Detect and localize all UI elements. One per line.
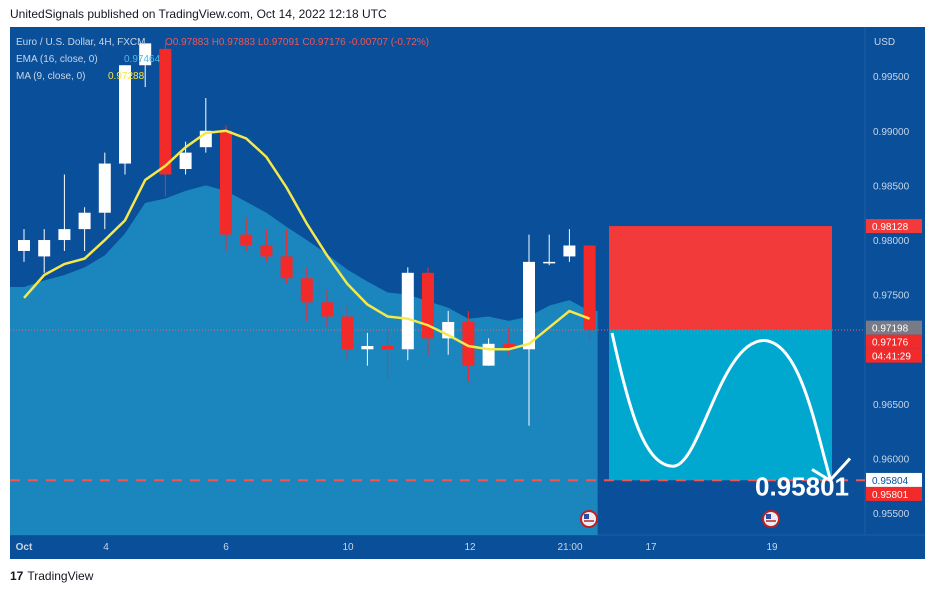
candle-body: [38, 240, 51, 257]
indicator-lines-layer: [23, 129, 591, 351]
tradingview-logo-icon: 17: [10, 569, 24, 583]
tradingview-brand: TradingView: [27, 569, 94, 583]
candle-body: [58, 229, 71, 241]
candle-body: [280, 256, 293, 279]
candle-body: [563, 245, 576, 257]
candle-body: [422, 272, 434, 339]
position-zones-layer: [10, 226, 865, 482]
tradingview-footer: 17 TradingView: [10, 569, 93, 583]
price-scale-badge-label: 04:41:29: [872, 352, 911, 363]
candle-body: [381, 346, 394, 350]
y-tick-label: 0.95500: [873, 509, 910, 520]
y-tick-label: 0.99000: [873, 127, 910, 138]
projection-arrow: [811, 457, 852, 483]
candle-body: [220, 130, 232, 235]
candles-layer: [18, 43, 596, 426]
y-tick-label: 0.97500: [873, 291, 910, 302]
candle-body: [543, 261, 556, 264]
price-scale-badge: [866, 348, 922, 363]
projection-curve: [610, 332, 832, 479]
price-scale-badge-label: 0.97176: [872, 338, 909, 349]
price-scale-badge-label: 0.98128: [872, 222, 909, 233]
x-tick-label: Oct: [16, 542, 33, 553]
target-price-label: 0.95801: [755, 472, 849, 502]
stop-loss-zone: [609, 226, 832, 331]
y-tick-label: 0.96000: [873, 455, 910, 466]
candle-body: [341, 316, 354, 350]
candle-body: [361, 346, 374, 350]
price-scale-badge: [866, 219, 922, 234]
candle-body: [321, 302, 333, 317]
legend-symbol[interactable]: Euro / U.S. Dollar, 4H, FXCM: [16, 37, 145, 48]
ema-area: [10, 185, 598, 535]
ma-line: [23, 129, 591, 351]
legend: Euro / U.S. Dollar, 4H, FXCM O0.97883 H0…: [16, 37, 429, 82]
price-scale-badge-label: 0.95801: [872, 490, 909, 501]
candle-body: [401, 272, 414, 350]
candle-body: [18, 240, 30, 251]
legend-ohlc: O0.97883 H0.97883 L0.97091 C0.97176 -0.0…: [165, 37, 429, 48]
price-scale-badge: [866, 486, 922, 501]
take-profit-zone: [609, 330, 832, 481]
candle-body: [240, 234, 253, 246]
price-scale-panel[interactable]: [865, 27, 925, 535]
candle-body: [462, 321, 475, 366]
candle-body: [482, 343, 495, 366]
candle-body: [139, 43, 152, 66]
candle-body: [159, 48, 172, 175]
publisher-header: UnitedSignals published on TradingView.c…: [10, 7, 387, 21]
legend-ema-value: 0.97464: [124, 54, 161, 65]
y-tick-label: 0.96500: [873, 400, 910, 411]
x-tick-label: 21:00: [557, 542, 582, 553]
price-scale-badge: [866, 334, 922, 349]
y-tick-label: 0.98500: [873, 181, 910, 192]
overlay-layer: 0.95801: [580, 332, 852, 528]
candle-body: [502, 343, 515, 350]
us-flag-canton: [766, 514, 771, 519]
axis-layer: 0.99500 0.99000 0.98500 0.98000 0.97500 0.965…: [16, 72, 922, 553]
ema-area-layer: [10, 185, 598, 535]
currency-label: USD: [874, 37, 895, 48]
price-scale-badge-label: 0.97198: [872, 324, 909, 335]
candle-body: [583, 245, 596, 331]
candle-body: [98, 163, 111, 213]
candle-body: [179, 152, 192, 170]
x-tick-label: 6: [223, 542, 229, 553]
legend-ema[interactable]: EMA (16, close, 0): [16, 54, 98, 65]
candle-body: [300, 278, 313, 303]
x-tick-label: 4: [103, 542, 109, 553]
us-flag-canton: [584, 514, 589, 519]
x-tick-label: 12: [464, 542, 476, 553]
candle-body: [523, 261, 535, 350]
legend-ma[interactable]: MA (9, close, 0): [16, 71, 85, 82]
y-tick-label: 0.99500: [873, 72, 910, 83]
x-tick-label: 19: [766, 542, 778, 553]
candle-body: [260, 245, 273, 257]
candle-body: [119, 65, 131, 164]
x-tick-label: 17: [645, 542, 657, 553]
price-scale-badge: [866, 320, 922, 335]
candle-body: [78, 212, 91, 230]
y-tick-label: 0.98000: [873, 236, 910, 247]
legend-ma-value: 0.97288: [108, 71, 145, 82]
price-scale-badge-label: 0.95804: [872, 476, 909, 487]
price-scale-badge: [866, 472, 922, 487]
x-tick-label: 10: [342, 542, 354, 553]
